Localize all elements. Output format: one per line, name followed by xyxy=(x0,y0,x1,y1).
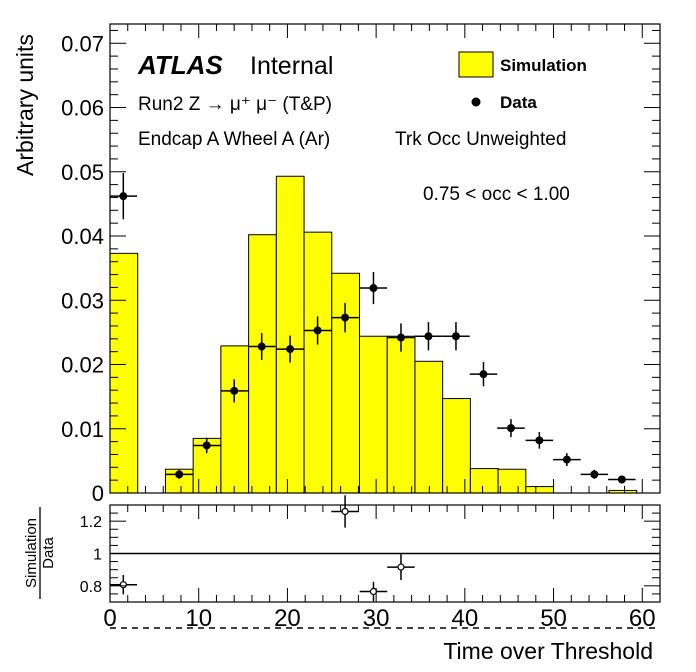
data-point-marker xyxy=(424,332,433,341)
ratio-point-marker xyxy=(119,581,127,589)
main-y-ticks xyxy=(110,29,660,494)
data-point xyxy=(247,333,276,361)
x-axis-label: Time over Threshold xyxy=(443,638,653,664)
ratio-point-marker xyxy=(369,587,378,596)
main-y-tick-label: 0.04 xyxy=(61,224,104,249)
legend-data-label: Data xyxy=(500,93,537,112)
data-point-marker xyxy=(341,313,350,322)
main-y-tick-labels: 0 0.01 0.02 0.03 0.04 0.05 0.06 0.07 xyxy=(61,31,104,506)
ratio-panel: 0.811.2 0 10 20 30 40 50 60 Time over Threshol… xyxy=(23,495,661,664)
data-point-marker xyxy=(562,455,571,464)
selection-label: 0.75 < occ < 1.00 xyxy=(423,184,570,205)
data-point xyxy=(414,322,443,351)
ratio-y-ticks xyxy=(110,504,660,603)
data-point xyxy=(165,469,193,479)
data-point-marker xyxy=(506,424,515,433)
ratio-points xyxy=(109,495,415,602)
simulation-bin xyxy=(248,234,277,494)
ratio-point xyxy=(359,581,388,602)
data-point xyxy=(387,323,415,352)
data-point xyxy=(553,453,581,467)
simulation-bin xyxy=(358,335,388,494)
data-point xyxy=(220,379,248,403)
data-point-marker xyxy=(230,386,239,395)
main-plot-frame xyxy=(109,23,661,494)
data-point xyxy=(192,437,221,454)
legend-data-marker xyxy=(471,97,481,107)
simulation-bin xyxy=(303,231,333,494)
ratio-point xyxy=(331,495,359,528)
data-point-marker xyxy=(119,192,128,201)
main-y-tick-label: 0 xyxy=(92,481,104,506)
ratio-point-marker xyxy=(397,563,405,571)
ratio-y-tick-label: 0.8 xyxy=(80,579,102,596)
ratio-label-numerator: Simulation xyxy=(23,518,40,588)
internal-label: Internal xyxy=(250,52,333,80)
region-label: Endcap A Wheel A (Ar) xyxy=(138,129,330,150)
main-panel: 0 0.01 0.02 0.03 0.04 0.05 0.06 0.07 Arbitrary … xyxy=(12,23,661,506)
process-label: Run2 Z → μ⁺ μ⁻ (T&P) xyxy=(138,94,332,115)
main-y-tick-label: 0.05 xyxy=(61,160,104,185)
data-point-marker xyxy=(617,475,626,484)
y-axis-label: Arbitrary units xyxy=(12,34,38,176)
main-x-ticks xyxy=(109,24,661,493)
simulation-bin xyxy=(497,468,527,494)
simulation-bin xyxy=(414,360,444,494)
ratio-x-ticks xyxy=(109,505,661,602)
ratio-point-marker xyxy=(341,507,349,516)
data-point-marker xyxy=(175,470,184,479)
data-point xyxy=(525,431,554,449)
data-point xyxy=(331,302,359,333)
main-y-tick-label: 0.03 xyxy=(61,288,104,313)
weighting-label: Trk Occ Unweighted xyxy=(395,129,566,150)
data-point xyxy=(608,475,636,484)
data-point-marker xyxy=(257,342,266,351)
data-point-marker xyxy=(286,345,295,354)
ratio-point xyxy=(387,554,415,581)
simulation-bin xyxy=(442,398,471,494)
data-point-marker xyxy=(590,470,599,479)
simulation-bin xyxy=(275,175,305,494)
data-point-marker xyxy=(535,436,544,445)
data-point-marker xyxy=(479,370,488,379)
ratio-y-axis-label: Simulation Data xyxy=(23,507,57,599)
data-points xyxy=(109,173,636,484)
simulation-bin xyxy=(469,468,499,494)
data-point xyxy=(442,322,470,351)
legend: Simulation Data xyxy=(458,51,587,112)
data-point xyxy=(109,173,138,220)
simulation-bin xyxy=(525,486,555,494)
ratio-label-denominator: Data xyxy=(40,537,57,569)
simulation-bin xyxy=(109,252,139,494)
main-y-tick-label: 0.02 xyxy=(61,353,104,378)
data-point xyxy=(580,469,609,479)
simulation-bin xyxy=(386,335,416,494)
data-point xyxy=(276,335,304,363)
simulation-bin xyxy=(220,345,250,494)
atlas-label: ATLAS xyxy=(137,50,223,80)
ratio-y-tick-labels: 0.8 1 1.2 xyxy=(80,514,102,596)
main-y-tick-label: 0.07 xyxy=(61,31,104,56)
main-y-tick-label: 0.06 xyxy=(61,96,104,121)
simulation-histogram xyxy=(109,175,638,494)
data-point-marker xyxy=(451,332,460,341)
data-point xyxy=(303,316,332,345)
data-point-marker xyxy=(313,326,322,335)
main-y-tick-label: 0.01 xyxy=(61,417,104,442)
x-tick-label: 0 xyxy=(103,605,116,632)
data-point xyxy=(497,419,525,438)
legend-simulation-label: Simulation xyxy=(500,56,587,75)
data-point-marker xyxy=(202,441,211,450)
ratio-y-tick-label: 1.2 xyxy=(80,514,102,531)
legend-simulation-swatch xyxy=(458,51,494,78)
data-point-marker xyxy=(369,284,378,293)
data-point xyxy=(359,271,388,305)
data-point-marker xyxy=(396,333,405,342)
data-point xyxy=(469,361,498,387)
ratio-y-tick-label: 1 xyxy=(93,547,102,564)
